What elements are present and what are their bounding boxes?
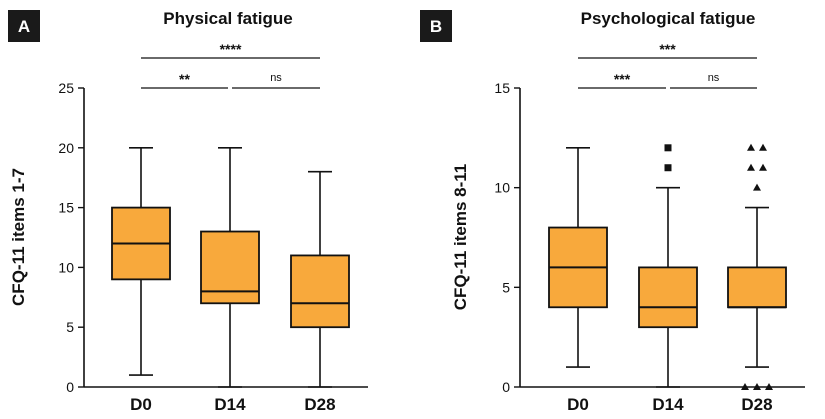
outlier-point — [765, 383, 773, 390]
box-iqr — [727, 266, 787, 309]
significance-label: ns — [708, 72, 720, 84]
y-tick-label: 5 — [66, 319, 74, 335]
y-tick-label: 20 — [58, 140, 74, 156]
outlier-point — [753, 183, 761, 191]
outlier-point — [759, 163, 767, 171]
outlier-point — [747, 143, 755, 151]
outlier-point — [753, 383, 761, 390]
panel-a: A Physical fatigue 0 5 10 15 20 25 CFQ-11 items … — [8, 9, 368, 414]
y-tick-label: 25 — [58, 80, 74, 96]
chart-title: Physical fatigue — [163, 9, 292, 28]
outlier-point — [759, 143, 767, 151]
chart-title: Psychological fatigue — [581, 9, 756, 28]
x-tick-label: D14 — [214, 395, 246, 414]
panel-letter: B — [430, 17, 442, 36]
box-d14 — [638, 144, 698, 388]
box-d0 — [548, 147, 608, 368]
y-axis-label: CFQ-11 items 1-7 — [9, 168, 28, 306]
x-tick-label: D28 — [304, 395, 335, 414]
significance-label: **** — [220, 41, 242, 57]
box-iqr — [200, 230, 260, 305]
outlier-point — [741, 383, 749, 390]
box-d0 — [111, 147, 171, 376]
y-tick-label: 15 — [494, 80, 510, 96]
significance-label: ** — [179, 71, 190, 87]
box-d14 — [200, 147, 260, 388]
box-d28 — [727, 143, 787, 390]
box-iqr — [638, 266, 698, 329]
outlier-point — [664, 144, 672, 152]
y-tick-label: 10 — [494, 180, 510, 196]
panel-badge — [8, 10, 40, 42]
x-tick-label: D0 — [567, 395, 589, 414]
box-iqr — [290, 254, 350, 329]
box-d28 — [290, 170, 350, 388]
panel-badge — [420, 10, 452, 42]
x-tick-label: D0 — [130, 395, 152, 414]
y-tick-label: 0 — [502, 379, 510, 395]
y-tick-label: 5 — [502, 279, 510, 295]
significance-label: *** — [659, 41, 676, 57]
y-tick-label: 10 — [58, 259, 74, 275]
x-tick-label: D28 — [741, 395, 772, 414]
y-axis-label: CFQ-11 items 8-11 — [451, 164, 470, 310]
panel-letter: A — [18, 17, 30, 36]
x-tick-label: D14 — [652, 395, 684, 414]
significance-label: *** — [614, 71, 631, 87]
significance-label: ns — [270, 72, 282, 84]
y-tick-label: 0 — [66, 379, 74, 395]
outlier-point — [664, 164, 672, 172]
panel-b: B Psychological fatigue 0 5 10 15 CFQ-11 items… — [420, 9, 805, 414]
outlier-point — [747, 163, 755, 171]
y-tick-label: 15 — [58, 200, 74, 216]
